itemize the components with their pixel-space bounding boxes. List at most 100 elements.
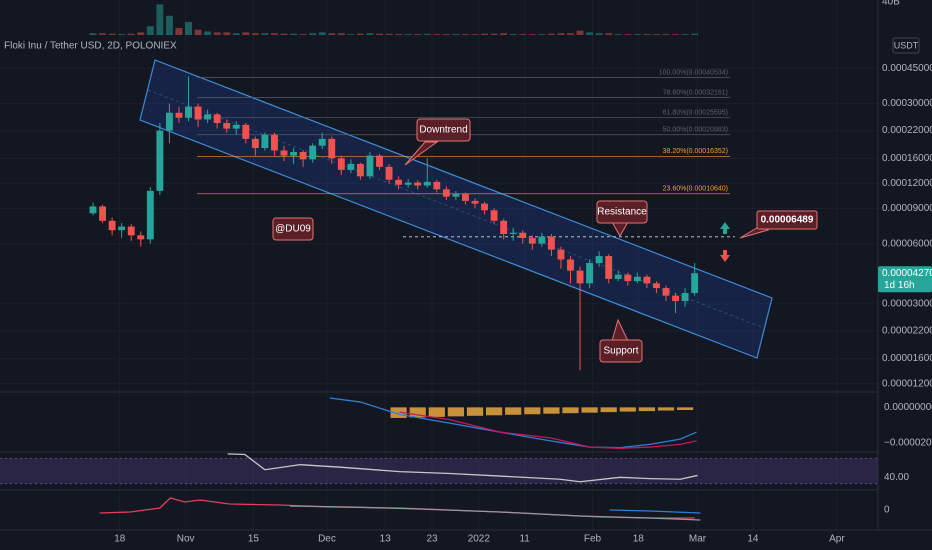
volume-bar [185, 21, 192, 35]
candle-body [395, 179, 403, 185]
y-tick-label: 0.00012000 [882, 178, 932, 189]
macd-histogram-bar [581, 407, 598, 413]
callout-text: @DU09 [275, 224, 311, 235]
y-tick-label: 0.00006000 [882, 238, 932, 249]
volume-bar [643, 34, 651, 35]
candle-body [471, 200, 479, 204]
fib-label: 78.60%(0.00032161) [663, 89, 728, 96]
volume-bar [290, 33, 297, 35]
y-tick-label: 0.00003000 [882, 299, 932, 310]
x-tick-label: 11 [519, 534, 530, 545]
volume-bar [490, 33, 498, 35]
x-tick-label: 13 [380, 534, 392, 545]
callout-text: Resistance [597, 207, 647, 218]
volume-bar [385, 33, 393, 35]
down-arrow [720, 250, 730, 262]
volume-bar [118, 34, 126, 35]
volume-bar [614, 34, 622, 35]
volume-bar [528, 34, 536, 35]
candle-body [146, 190, 154, 240]
volume-bar [624, 34, 632, 35]
candle-body [500, 220, 508, 235]
countdown: 1d 16h [884, 280, 915, 291]
volume-bar [146, 26, 154, 35]
candle-body [528, 238, 536, 244]
fib-label: 50.00%(0.00020983) [663, 127, 728, 134]
volume-tick-label: 40B [882, 0, 900, 8]
candle-body [185, 106, 192, 118]
volume-bar [595, 33, 603, 35]
current-price-label: 0.00004270 [882, 268, 932, 279]
candle-body [290, 151, 297, 156]
volume-bar [156, 4, 164, 35]
candle-body [261, 134, 269, 149]
candle-body [462, 194, 469, 201]
candle-body [89, 206, 97, 214]
candle-body [242, 124, 250, 139]
candle-body [213, 114, 221, 124]
macd-histogram-bar [409, 407, 426, 418]
candle-body [519, 232, 527, 239]
volume-bar [309, 33, 317, 35]
macd-histogram-bar [676, 407, 694, 410]
current-price-box [878, 266, 932, 293]
y-tick-label: 0.00009000 [882, 203, 932, 214]
candle-body [137, 235, 145, 240]
candle-body [165, 112, 173, 131]
x-tick-label: 2022 [468, 534, 491, 545]
volume-bar [299, 34, 307, 35]
macd-histogram-bar [524, 407, 541, 415]
indicator-line [289, 505, 701, 521]
candle-body [557, 249, 565, 260]
volume-bar [366, 33, 374, 35]
candle-body [175, 112, 183, 118]
callout-box [599, 339, 643, 363]
volume-bar [213, 32, 221, 35]
y-tick-label: 0.00002200 [882, 326, 932, 337]
x-tick-label: Feb [584, 534, 602, 545]
volume-bar [423, 33, 431, 35]
candle-body [442, 189, 450, 197]
volume-bar [280, 33, 288, 35]
candle-body [452, 194, 460, 197]
unit-box[interactable] [892, 37, 920, 54]
volume-bar [356, 33, 364, 35]
macd-histogram-bar [390, 407, 407, 418]
volume-bar [681, 34, 689, 35]
indicator-line [609, 509, 701, 514]
candle-body [318, 138, 326, 146]
volume-bar [547, 33, 555, 35]
up-arrow [720, 222, 730, 234]
y-tick-label: 0.00030000 [882, 98, 932, 109]
volume-bar [471, 34, 479, 35]
candle-body [223, 123, 231, 129]
y-tick-label: 0 [884, 505, 890, 516]
x-tick-label: 23 [426, 534, 438, 545]
x-tick-label: Mar [689, 534, 707, 545]
candle-body [481, 203, 488, 211]
fib-label: 23.60%(0.00010640) [663, 186, 728, 193]
y-tick-label: −0.00002000 [884, 437, 932, 448]
unit-label[interactable]: USDT [894, 40, 919, 50]
volume-bar [127, 33, 135, 35]
volume-bar [395, 34, 403, 35]
macd-histogram-bar [562, 407, 579, 414]
candle-body [127, 226, 135, 236]
volume-bar [442, 34, 450, 35]
candle-body [672, 295, 679, 302]
volume-bar [462, 34, 469, 35]
candle-body [414, 182, 422, 186]
macd-histogram-bar [638, 407, 656, 412]
volume-bar [605, 33, 613, 35]
candle-body [404, 182, 412, 185]
volume-bar [509, 34, 517, 35]
volume-bar [672, 34, 679, 35]
callout-pointer [404, 141, 439, 166]
volume-bar [376, 33, 383, 35]
volume-bar [194, 29, 202, 35]
candle-body [433, 181, 441, 190]
candle-body [280, 150, 288, 156]
volume-bar [433, 34, 441, 35]
